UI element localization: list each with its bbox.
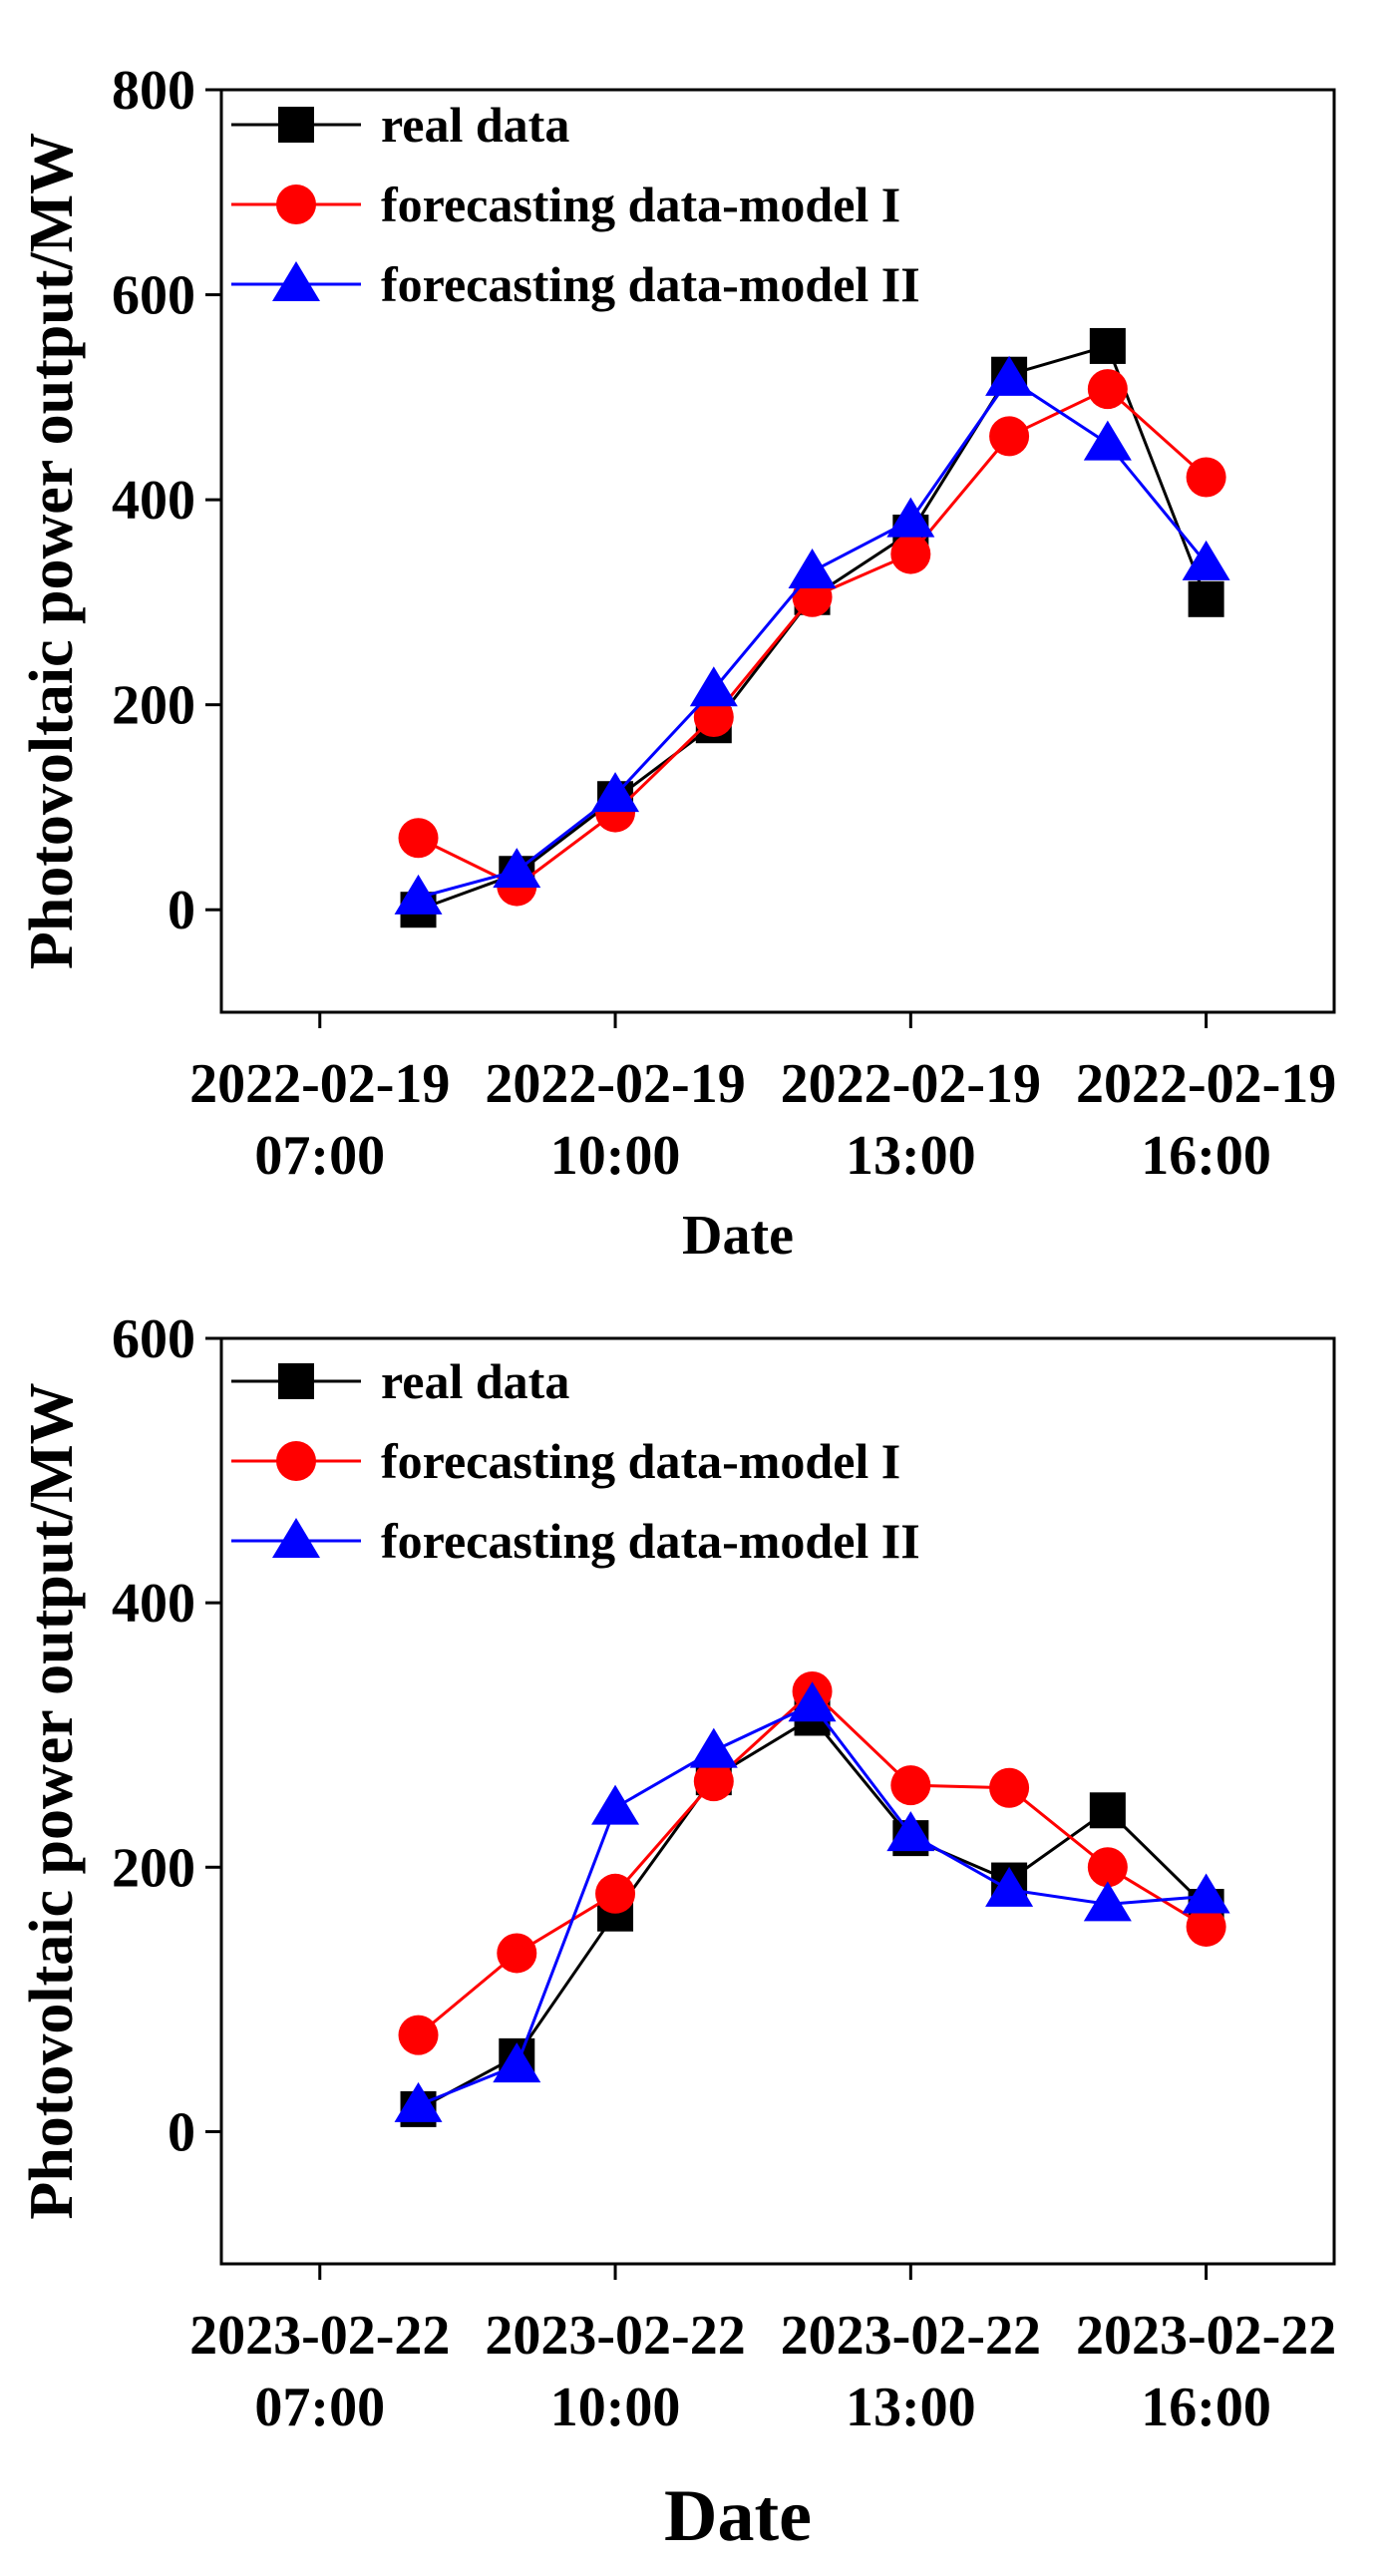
x-tick-date: 2023-02-22 <box>189 2305 450 2367</box>
x-tick-date: 2022-02-19 <box>1076 1053 1336 1115</box>
data-point <box>1089 327 1126 364</box>
data-point <box>1087 1847 1128 1888</box>
x-tick-time: 07:00 <box>254 1125 385 1187</box>
data-point <box>1087 369 1128 410</box>
x-axis-title: Date <box>664 2475 812 2557</box>
y-tick-label: 800 <box>112 60 195 122</box>
data-point <box>394 2081 443 2122</box>
data-point <box>886 497 935 538</box>
data-point <box>693 1761 734 1802</box>
y-axis-title: Photovoltaic power output/MW <box>18 133 86 969</box>
x-tick-time: 07:00 <box>254 2377 385 2438</box>
data-point <box>1182 540 1230 580</box>
legend: real data forecasting data-model I forecas… <box>231 1353 920 1569</box>
data-point <box>989 416 1030 457</box>
x-tick-time: 10:00 <box>550 2377 681 2438</box>
y-tick-label: 400 <box>112 470 195 532</box>
chart-1: 0 200 400 600 800 2022-02-19 07:00 2022-02-19 10… <box>18 60 1336 1267</box>
x-tick-date: 2022-02-19 <box>189 1053 450 1115</box>
series-3 <box>394 1681 1230 2122</box>
data-point <box>591 1784 640 1825</box>
data-point <box>1188 580 1224 617</box>
data-point <box>890 534 931 574</box>
x-tick-time: 16:00 <box>1141 1125 1271 1187</box>
data-point <box>890 1765 931 1806</box>
legend: real data forecasting data-model I forecas… <box>231 97 920 312</box>
data-point <box>398 2015 439 2055</box>
series-line <box>417 387 1208 889</box>
data-point <box>1186 457 1226 498</box>
x-tick-date: 2023-02-22 <box>485 2305 745 2367</box>
data-point <box>1089 1792 1126 1829</box>
legend-marker <box>272 1518 320 1558</box>
legend-label: forecasting data-model II <box>381 1513 920 1569</box>
legend-marker <box>276 184 316 224</box>
series-line <box>417 1715 1208 2111</box>
data-point <box>497 1933 537 1974</box>
series-line <box>417 1702 1207 2107</box>
x-axis-title: Date <box>682 1205 794 1267</box>
data-point <box>886 1811 935 1852</box>
legend-label: forecasting data-model II <box>381 256 920 312</box>
series-line <box>417 1688 1208 2036</box>
x-tick-time: 13:00 <box>846 1125 976 1187</box>
legend-label: real data <box>381 97 569 153</box>
legend-label: forecasting data-model I <box>381 177 900 232</box>
data-point <box>493 2042 541 2083</box>
series-3 <box>394 355 1230 915</box>
y-tick-label: 400 <box>112 1573 195 1635</box>
data-point <box>394 874 443 915</box>
x-tick-date: 2023-02-22 <box>1076 2305 1336 2367</box>
data-point <box>595 1873 636 1914</box>
data-point <box>788 1681 837 1722</box>
x-tick-time: 10:00 <box>550 1125 681 1187</box>
x-tick-time: 13:00 <box>846 2377 976 2438</box>
data-point <box>398 818 439 859</box>
plot-frame <box>219 88 1336 1014</box>
data-point <box>689 1727 738 1768</box>
data-point <box>1083 420 1132 461</box>
y-tick-label: 200 <box>112 675 195 737</box>
y-tick-label: 600 <box>112 265 195 327</box>
data-point <box>788 549 837 589</box>
chart-2: 0 200 400 600 2023-02-22 07:00 2023-02-22 10:00… <box>18 1308 1336 2557</box>
x-tick-time: 16:00 <box>1141 2377 1271 2438</box>
y-tick-label: 600 <box>112 1308 195 1370</box>
y-tick-label: 200 <box>112 1837 195 1899</box>
data-point <box>1182 1873 1230 1914</box>
legend-label: forecasting data-model I <box>381 1433 900 1489</box>
series-1 <box>400 327 1224 928</box>
data-point <box>1186 1906 1226 1947</box>
legend-label: real data <box>381 1353 569 1409</box>
legend-marker <box>272 261 320 301</box>
x-tick-date: 2022-02-19 <box>485 1053 745 1115</box>
data-point <box>985 1866 1034 1907</box>
legend-marker <box>278 107 314 143</box>
data-point <box>985 355 1034 396</box>
data-point <box>689 666 738 707</box>
plot-frame <box>219 1336 1336 2266</box>
x-tick-date: 2022-02-19 <box>781 1053 1041 1115</box>
y-axis-title: Photovoltaic power output/MW <box>18 1382 86 2219</box>
y-tick-label: 0 <box>168 2101 195 2163</box>
data-point <box>1083 1881 1132 1922</box>
legend-marker <box>278 1363 314 1399</box>
y-tick-label: 0 <box>168 880 195 941</box>
data-point <box>591 772 640 813</box>
data-point <box>493 848 541 889</box>
legend-marker <box>276 1441 316 1481</box>
data-point <box>989 1767 1030 1808</box>
x-tick-date: 2023-02-22 <box>781 2305 1041 2367</box>
data-point <box>693 697 734 737</box>
